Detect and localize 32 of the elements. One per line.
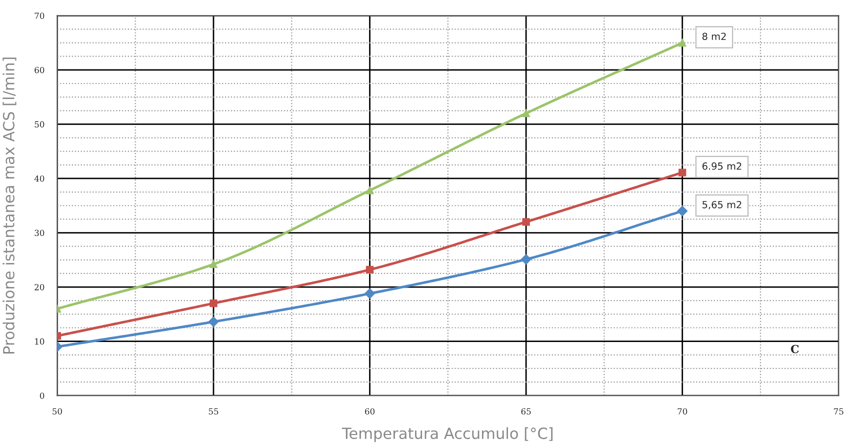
point	[210, 260, 218, 268]
point	[678, 38, 686, 47]
x-axis-title: Temperatura Accumulo [°C]	[342, 427, 553, 442]
x-tick-label: 75	[834, 408, 844, 415]
point	[522, 110, 530, 118]
y-tick-label: 20	[34, 284, 44, 290]
y-tick-label: 60	[34, 66, 44, 74]
y-tick-label: 50	[34, 121, 44, 128]
point	[678, 168, 686, 176]
x-tick-label: 70	[678, 408, 688, 415]
y-tick-label: 30	[34, 230, 44, 236]
point	[364, 288, 375, 299]
point	[520, 254, 532, 264]
point	[366, 266, 374, 274]
x-tick-label: 50	[52, 408, 62, 415]
point	[210, 300, 218, 308]
point	[208, 316, 219, 327]
y-tick-label: 0	[40, 392, 44, 399]
annotation: C	[790, 344, 799, 354]
y-tick-label: 70	[34, 12, 44, 19]
point	[522, 218, 530, 226]
series-label: 6.95 m2	[702, 162, 742, 170]
y-tick-label: 10	[35, 338, 44, 345]
series-label: 8 m2	[702, 32, 726, 40]
x-tick-label: 60	[365, 408, 375, 415]
y-axis-title: Produzione istantanea max ACS [l/min]	[2, 58, 16, 354]
x-tick-label: 65	[521, 408, 531, 415]
point	[366, 186, 374, 194]
point	[677, 206, 688, 216]
series-label: 5,65 m2	[702, 200, 742, 210]
x-tick-label: 55	[208, 408, 218, 415]
y-tick-label: 40	[34, 175, 44, 182]
